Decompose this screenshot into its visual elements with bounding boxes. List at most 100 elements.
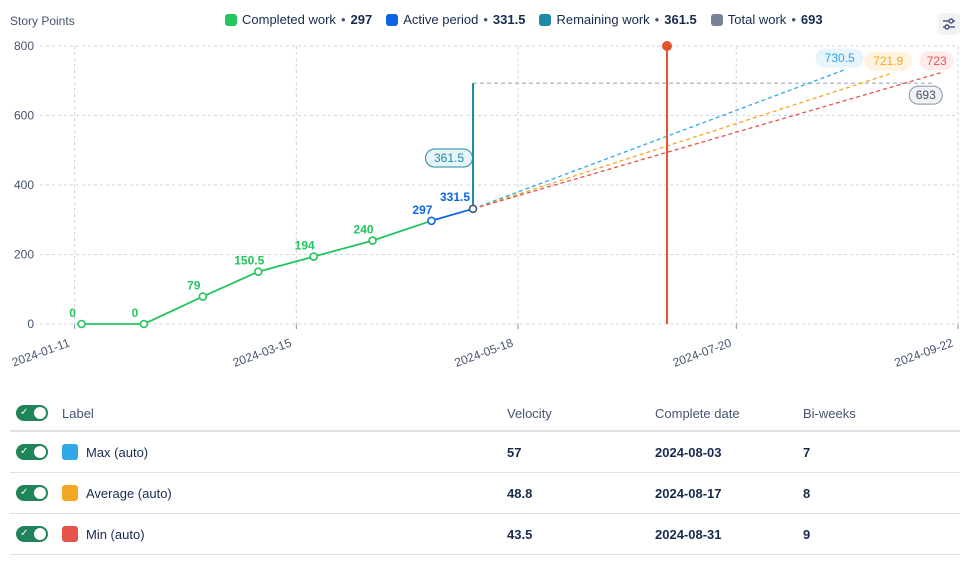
toggle-knob: [34, 487, 46, 499]
x-tick-label: 2024-01-11: [10, 336, 72, 370]
forecast-line: [472, 72, 941, 210]
sliders-icon: [943, 18, 955, 30]
row-toggle-switch[interactable]: ✓: [16, 485, 48, 501]
toggle-all-switch[interactable]: ✓: [16, 405, 48, 421]
row-bi-weeks: 7: [803, 444, 811, 460]
data-label: 79: [187, 279, 201, 293]
data-point: [368, 236, 377, 245]
total-work-label-bg: [908, 85, 943, 105]
active-series-line: [431, 207, 474, 222]
row-label: Min (auto): [86, 526, 145, 542]
forecast-label-bg: [815, 48, 864, 68]
x-tick-label: 2024-09-22: [893, 336, 956, 370]
row-label: Max (auto): [86, 444, 149, 460]
row-complete-date: 2024-08-17: [655, 485, 722, 501]
forecast-label: 730.5: [825, 51, 855, 65]
legend-swatch: [386, 13, 399, 26]
row-complete-date: 2024-08-31: [655, 526, 722, 542]
legend-label: Active period: [403, 12, 479, 27]
legend-item-active[interactable]: Active period • 331.5: [386, 12, 525, 27]
data-point: [77, 319, 86, 329]
forecast-label-bg: [919, 51, 954, 71]
legend-separator: •: [340, 12, 346, 27]
row-bi-weeks: 9: [803, 526, 811, 542]
legend-separator: •: [654, 12, 660, 27]
legend-item-completed[interactable]: Completed work • 297: [225, 12, 372, 27]
data-point: [198, 292, 208, 301]
row-velocity: 57: [507, 444, 522, 460]
data-label: 240: [354, 223, 374, 237]
data-point: [427, 216, 436, 226]
legend-separator: •: [791, 12, 796, 27]
series-color-box: [62, 485, 78, 501]
legend-value: 693: [800, 12, 823, 27]
legend-separator: •: [483, 12, 488, 27]
forecast-label: 723: [927, 54, 947, 68]
check-icon: ✓: [20, 446, 29, 457]
data-label: 297: [412, 203, 432, 217]
forecast-label-bg: [864, 51, 913, 71]
legend-swatch: [710, 13, 723, 26]
header-label[interactable]: Label: [62, 405, 94, 421]
forecast-table: ✓ Label Velocity Complete date Bi-weeks …: [10, 396, 960, 555]
y-tick-label: 800: [14, 39, 34, 53]
chart-legend: Completed work • 297 Active period • 331…: [225, 12, 823, 27]
toggle-knob: [34, 528, 46, 540]
toggle-knob: [34, 407, 46, 419]
data-point: [309, 252, 318, 261]
y-axis-title: Story Points: [10, 14, 75, 28]
table-row: ✓ Max (auto) 57 2024-08-03 7: [10, 432, 960, 473]
row-toggle-switch[interactable]: ✓: [16, 526, 48, 542]
legend-value: 361.5: [664, 12, 697, 27]
forecast-label: 721.9: [873, 54, 903, 68]
row-bi-weeks: 8: [803, 485, 811, 501]
legend-value: 297: [350, 12, 373, 27]
forecast-chart: 0 200 400 600 800 2024-01-11 2024-03-15 2024-05…: [10, 39, 959, 370]
forecast-line: [472, 72, 893, 210]
data-point: [253, 267, 263, 277]
legend-item-remaining[interactable]: Remaining work • 361.5: [539, 12, 697, 27]
remaining-work-label: 361.5: [434, 151, 464, 165]
table-header-row: ✓ Label Velocity Complete date Bi-weeks: [10, 396, 960, 432]
table-row: ✓ Min (auto) 43.5 2024-08-31 9: [10, 514, 960, 555]
forecast-line: [472, 69, 844, 210]
legend-label: Completed work: [242, 12, 336, 27]
x-tick-label: 2024-05-18: [453, 336, 516, 370]
y-tick-label: 600: [14, 109, 34, 123]
x-tick-label: 2024-07-20: [671, 336, 734, 370]
row-velocity: 43.5: [507, 526, 533, 542]
remaining-work-label-bg: [425, 148, 474, 168]
table-row: ✓ Average (auto) 48.8 2024-08-17 8: [10, 473, 960, 514]
check-icon: ✓: [20, 487, 29, 498]
row-velocity: 48.8: [507, 485, 533, 501]
legend-value: 331.5: [492, 12, 526, 27]
legend-label: Total work: [727, 12, 787, 27]
y-tick-label: 0: [27, 317, 34, 331]
chart-settings-button[interactable]: [938, 13, 960, 35]
header-complete-date[interactable]: Complete date: [655, 405, 740, 421]
data-label: 0: [69, 306, 76, 320]
x-tick-label: 2024-03-15: [231, 336, 294, 370]
header-velocity[interactable]: Velocity: [507, 405, 552, 421]
row-label: Average (auto): [86, 485, 172, 501]
row-complete-date: 2024-08-03: [655, 444, 722, 460]
legend-swatch: [225, 13, 237, 26]
data-point: [468, 204, 478, 214]
today-marker-dot: [662, 41, 673, 51]
data-label: 0: [132, 306, 139, 320]
data-label: 194: [295, 239, 315, 253]
toggle-knob: [34, 446, 46, 458]
total-work-label: 693: [916, 88, 936, 102]
header-bi-weeks[interactable]: Bi-weeks: [803, 405, 856, 421]
data-label: 150.5: [234, 254, 264, 268]
y-tick-label: 400: [14, 178, 34, 192]
series-color-box: [62, 526, 78, 542]
data-label: 331.5: [440, 190, 470, 204]
row-toggle-switch[interactable]: ✓: [16, 444, 48, 460]
legend-label: Remaining work: [556, 12, 650, 27]
check-icon: ✓: [20, 407, 29, 418]
data-point: [139, 319, 149, 329]
legend-swatch: [539, 13, 552, 26]
check-icon: ✓: [20, 528, 29, 539]
legend-item-total[interactable]: Total work • 693: [710, 12, 823, 27]
